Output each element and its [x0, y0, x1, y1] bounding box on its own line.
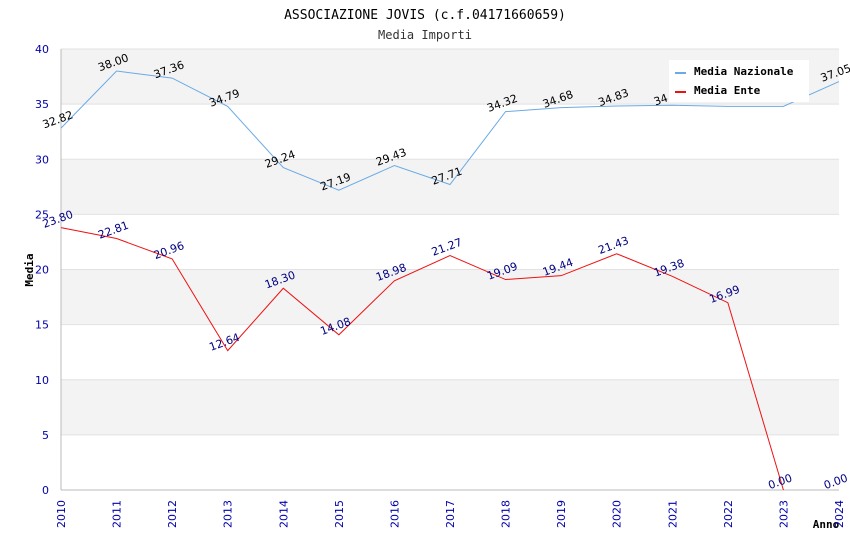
- y-tick-label: 15: [35, 319, 49, 332]
- x-tick-label: 2017: [444, 500, 457, 528]
- y-tick-label: 5: [42, 429, 49, 442]
- x-tick-label: 2011: [111, 500, 124, 528]
- x-tick-label: 2022: [722, 500, 735, 528]
- y-tick-label: 30: [35, 153, 49, 166]
- plot-band: [61, 269, 839, 325]
- plot-band: [61, 214, 839, 270]
- legend-entry: Media Nazionale: [694, 65, 794, 78]
- x-tick-label: 2010: [55, 500, 68, 528]
- x-tick-labels: 2010 2011 2012 2013 2014 2015 2016 2017 2018 2019…: [55, 500, 846, 528]
- y-axis-label: Media: [23, 253, 36, 286]
- x-tick-label: 2013: [222, 500, 235, 528]
- series-line: [60, 70, 840, 191]
- legend-entry: Media Ente: [694, 84, 761, 97]
- y-tick-label: 20: [35, 264, 49, 277]
- plot-band: [61, 324, 839, 380]
- x-tick-label: 2016: [388, 500, 401, 528]
- plot-band: [61, 159, 839, 215]
- x-tick-label: 2023: [777, 500, 790, 528]
- x-tick-label: 2015: [333, 500, 346, 528]
- y-tick-label: 10: [35, 374, 49, 387]
- x-tick-label: 2012: [166, 500, 179, 528]
- plot-band: [61, 104, 839, 160]
- plot-band: [61, 434, 839, 490]
- axes: [60, 49, 839, 491]
- legend: Media Nazionale Media Ente: [669, 60, 809, 102]
- legend-box: [669, 60, 809, 102]
- plot-background-bands: [61, 49, 839, 490]
- y-tick-label: 0: [42, 484, 49, 497]
- plot-band: [61, 379, 839, 435]
- series-lines: [60, 70, 840, 491]
- chart-subtitle: Media Importi: [378, 28, 472, 42]
- x-tick-label: 2014: [277, 500, 290, 528]
- x-tick-label: 2020: [611, 500, 624, 528]
- y-tick-label: 25: [35, 208, 49, 221]
- y-tick-labels: 0 5 10 15 20 25 30 35 40: [35, 43, 49, 497]
- y-tick-label: 40: [35, 43, 49, 56]
- y-tick-label: 35: [35, 98, 49, 111]
- chart-title: ASSOCIAZIONE JOVIS (c.f.04171660659): [284, 8, 566, 23]
- x-tick-label: 2021: [666, 500, 679, 528]
- series-line: [60, 227, 784, 491]
- x-tick-label: 2024: [833, 500, 846, 528]
- x-tick-label: 2018: [500, 500, 513, 528]
- x-tick-label: 2019: [555, 500, 568, 528]
- x-axis-label: Anno: [813, 518, 840, 531]
